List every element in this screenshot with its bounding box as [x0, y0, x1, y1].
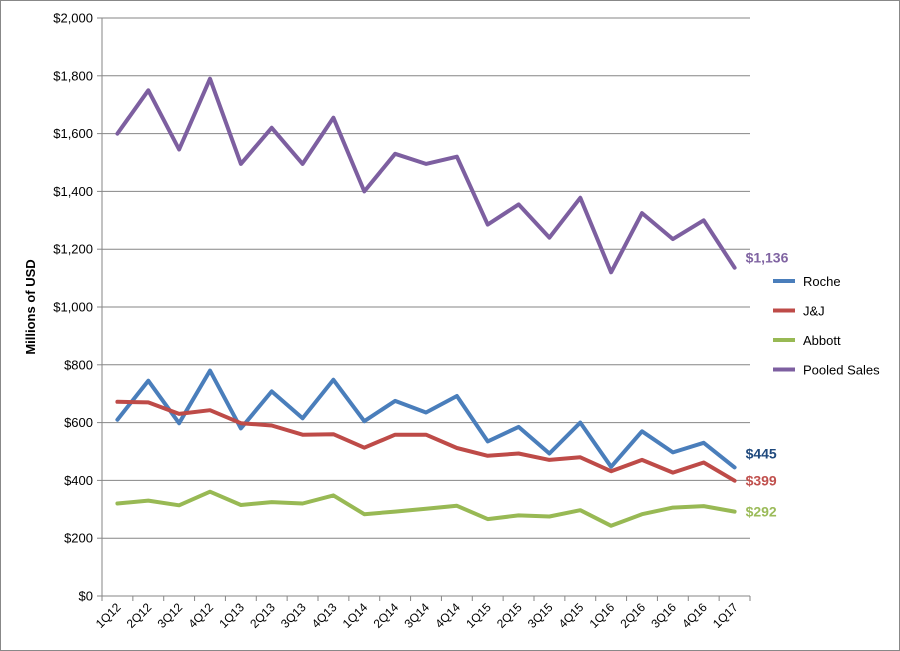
y-tick-label: $1,600: [53, 126, 93, 141]
y-tick-label: $1,000: [53, 300, 93, 315]
x-tick-label: 3Q13: [278, 600, 309, 631]
x-tick-label: 1Q12: [93, 600, 124, 631]
y-tick-label: $400: [64, 473, 93, 488]
x-tick-label: 2Q13: [247, 600, 278, 631]
x-tick-label: 4Q16: [679, 600, 710, 631]
end-value-label: $445: [746, 445, 777, 461]
y-tick-label: $200: [64, 531, 93, 546]
legend: Roche J&J Abbott Pooled Sales: [773, 274, 880, 378]
x-tick-label: 2Q16: [617, 600, 648, 631]
y-tick-label: $1,400: [53, 184, 93, 199]
x-tick-label: 1Q13: [216, 600, 247, 631]
legend-entry: Roche: [803, 274, 841, 289]
y-axis-label: Millions of USD: [23, 259, 38, 354]
x-tick-label: 1Q15: [463, 600, 494, 631]
x-tick-label: 3Q16: [648, 600, 679, 631]
x-tick-label: 3Q15: [525, 600, 556, 631]
end-value-label: $399: [746, 473, 777, 489]
series-line: [115, 399, 737, 483]
x-tick-label: 4Q15: [556, 600, 587, 631]
y-tick-label: $600: [64, 415, 93, 430]
x-tick-label: 2Q14: [371, 600, 402, 631]
series-line: [115, 368, 737, 470]
legend-entry: Abbott: [803, 333, 841, 348]
x-tick-label: 1Q17: [710, 600, 741, 631]
legend-entry: Pooled Sales: [803, 363, 880, 378]
series-line: [115, 489, 737, 528]
y-tick-label: $1,200: [53, 242, 93, 257]
gridlines: [102, 17, 750, 539]
x-tick-label: 2Q12: [124, 600, 155, 631]
legend-entry: J&J: [803, 304, 825, 319]
y-tick-label: $1,800: [53, 68, 93, 83]
y-tick-label: $800: [64, 357, 93, 372]
x-tick-label: 3Q12: [155, 600, 186, 631]
y-tick-label: $0: [79, 589, 93, 604]
x-tick-label: 1Q14: [340, 600, 371, 631]
end-value-label: $292: [746, 504, 777, 520]
x-tick-label: 4Q12: [185, 600, 216, 631]
end-value-label: $1,136: [746, 250, 789, 266]
y-tick-label: $2,000: [53, 11, 93, 26]
x-tick-label: 4Q14: [432, 600, 463, 631]
series-line: [115, 76, 737, 275]
x-tick-label: 3Q14: [401, 600, 432, 631]
series-lines: $445 $399 $292 $1,136: [115, 76, 789, 528]
x-tick-label: 2Q15: [494, 600, 525, 631]
x-tick-label: 4Q13: [309, 600, 340, 631]
x-tick-label: 1Q16: [587, 600, 618, 631]
